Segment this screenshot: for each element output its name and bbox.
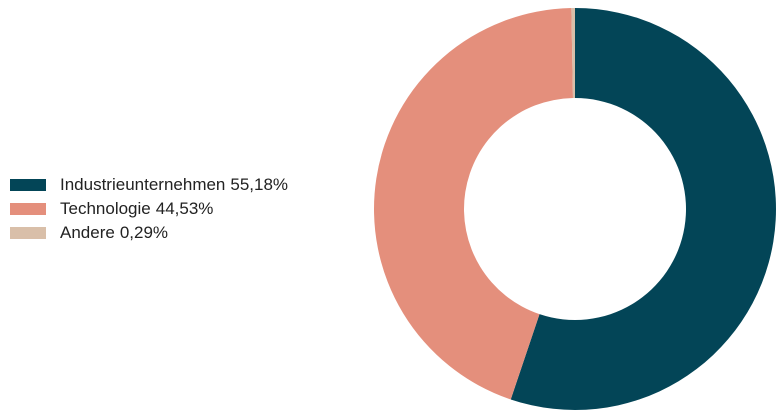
legend-label-text: Andere — [60, 223, 115, 242]
legend-label: Technologie 44,53% — [60, 199, 213, 219]
legend-item-industrieunternehmen: Industrieunternehmen 55,18% — [10, 174, 350, 196]
legend-value-text: 55,18% — [230, 175, 289, 194]
legend-value-text: 44,53% — [155, 199, 214, 218]
legend-value-text: 0,29% — [119, 223, 169, 242]
legend-label-text: Technologie — [60, 199, 151, 218]
donut-slice-industrieunternehmen — [510, 8, 776, 410]
donut-slice-technologie — [374, 8, 573, 400]
legend-item-andere: Andere 0,29% — [10, 222, 350, 244]
legend-label: Andere 0,29% — [60, 223, 168, 243]
legend-swatch-technologie — [10, 203, 46, 215]
donut-slice-andere — [571, 8, 575, 99]
legend-swatch-andere — [10, 227, 46, 239]
legend-label-text: Industrieunternehmen — [60, 175, 226, 194]
legend-label: Industrieunternehmen 55,18% — [60, 175, 288, 195]
chart-legend: Industrieunternehmen 55,18% Technologie 44… — [10, 174, 350, 246]
legend-item-technologie: Technologie 44,53% — [10, 198, 350, 220]
legend-swatch-industrieunternehmen — [10, 179, 46, 191]
